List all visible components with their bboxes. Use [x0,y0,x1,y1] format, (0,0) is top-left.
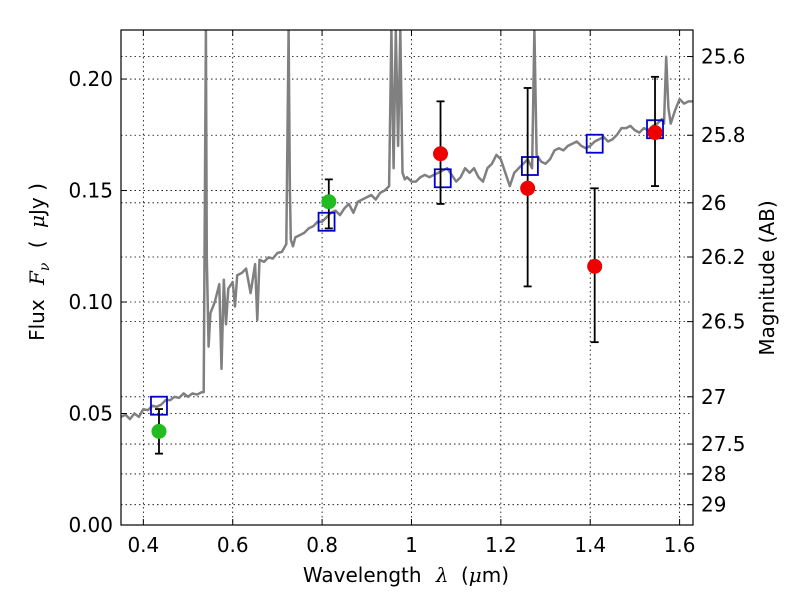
model-photometry-square [433,168,452,189]
y2-tick-label: 26 [701,191,726,215]
x-tick-label: 1.2 [485,533,517,557]
observed-point [520,180,536,196]
y2-tick-label: 26.2 [701,245,746,269]
x-axis-label: Wavelength λ (μm) [303,563,509,587]
y2-tick-label: 25.8 [701,123,746,147]
x-tick-label: 0.6 [217,533,249,557]
y2-tick-label: 27.5 [701,432,746,456]
observed-point [433,146,449,162]
observed-point [151,423,167,439]
y2-tick-label: 27 [701,385,726,409]
right-axis-label: Magnitude (AB) [755,200,779,355]
axes-frame [120,29,694,526]
y2-tick-label: 26.5 [701,310,746,334]
model-photometry-square [317,211,336,232]
y-tick-label: 0.00 [68,513,113,537]
y-tick-label: 0.20 [68,67,113,91]
y-tick-label: 0.10 [68,290,113,314]
x-tick-label: 0.4 [127,533,159,557]
model-spectrum-line [121,30,693,421]
y2-tick-label: 29 [701,493,726,517]
tick-labels: 0.4 0.6 0.8 1 1.2 1.4 1.6 0.00 0.05 0.10 0.15 0.20 2… [68,45,745,557]
x-tick-label: 0.8 [306,533,338,557]
x-tick-label: 1.6 [664,533,696,557]
model-photometry-square [585,133,604,154]
plot-area [121,30,693,455]
observed-point [587,258,603,274]
y2-tick-label: 25.6 [701,45,746,69]
y2-tick-label: 28 [701,462,726,486]
y-tick-label: 0.05 [68,402,113,426]
observed-point [647,125,663,141]
grid-lines [121,30,693,526]
y-axis-label: Flux Fν ( μJy ) [25,183,54,341]
observed-point [321,194,337,210]
model-photometry-square [520,156,539,176]
x-tick-label: 1 [405,533,418,557]
plot-frame [120,29,694,526]
y-tick-label: 0.15 [68,179,113,203]
x-tick-label: 1.4 [574,533,606,557]
